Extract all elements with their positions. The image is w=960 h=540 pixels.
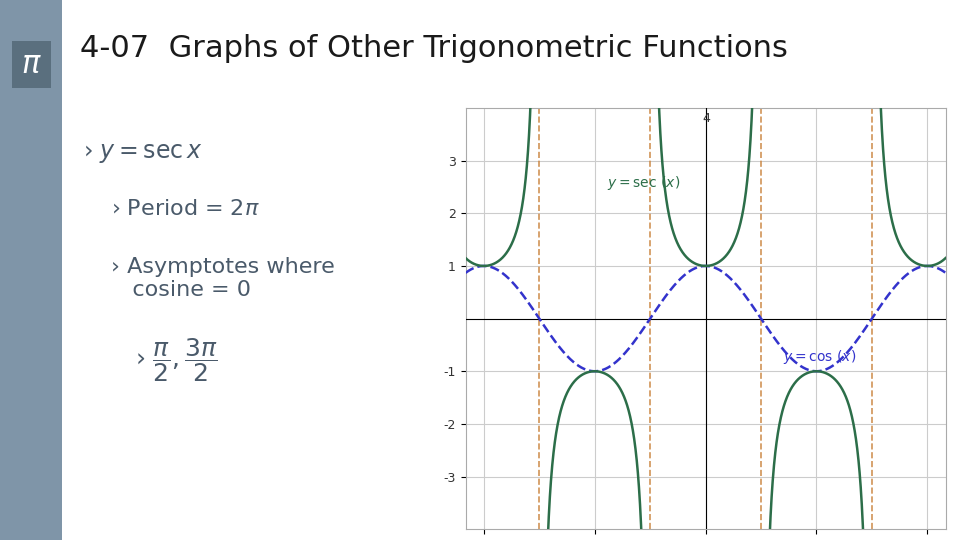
- Text: $y = \cos\,(x)$: $y = \cos\,(x)$: [783, 348, 856, 366]
- Text: $\pi$: $\pi$: [21, 50, 41, 79]
- Text: › Asymptotes where
   cosine = 0: › Asymptotes where cosine = 0: [110, 256, 334, 300]
- Text: › $\dfrac{\pi}{2}, \dfrac{3\pi}{2}$: › $\dfrac{\pi}{2}, \dfrac{3\pi}{2}$: [135, 336, 218, 384]
- Text: › Period = 2$\pi$: › Period = 2$\pi$: [110, 199, 259, 219]
- Text: 4-07  Graphs of Other Trigonometric Functions: 4-07 Graphs of Other Trigonometric Funct…: [81, 34, 788, 63]
- Text: $y = \sec\,(x)$: $y = \sec\,(x)$: [607, 174, 680, 192]
- Text: › $y = \sec x$: › $y = \sec x$: [83, 141, 203, 165]
- Text: 4: 4: [703, 112, 710, 125]
